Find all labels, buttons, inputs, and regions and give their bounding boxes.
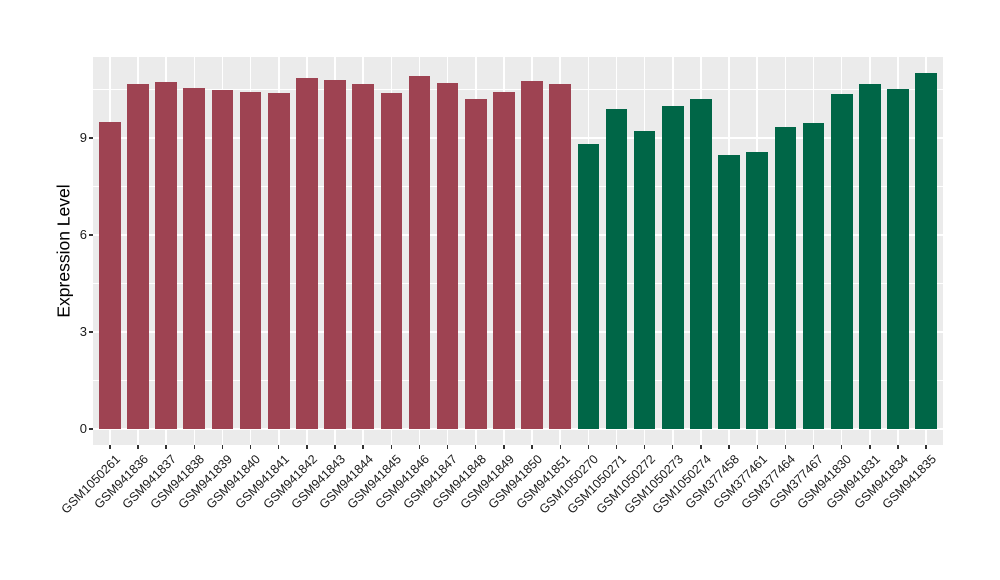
y-axis-title: Expression Level (53, 184, 74, 318)
x-tick-mark (643, 445, 646, 449)
x-tick-mark (672, 445, 674, 449)
gridline-minor (93, 282, 943, 284)
x-tick-mark (756, 445, 758, 449)
x-tick-mark (418, 445, 421, 449)
bar-GSM941835 (915, 73, 937, 429)
x-tick-mark (531, 445, 533, 449)
x-tick-mark (362, 445, 364, 449)
bar-GSM1050274 (690, 99, 712, 429)
bar-GSM1050271 (605, 108, 628, 429)
gridline-minor (93, 185, 943, 187)
bar-GSM1050261 (99, 121, 121, 429)
bar-GSM941830 (830, 94, 853, 429)
bar-GSM941846 (408, 76, 431, 429)
bar-GSM941834 (887, 89, 909, 429)
y-tick-label: 3 (79, 323, 87, 339)
x-tick-mark (559, 445, 561, 449)
x-tick-mark (221, 445, 224, 449)
bar-GSM941842 (296, 78, 318, 429)
bar-GSM941836 (127, 84, 149, 429)
x-tick-mark (784, 445, 787, 449)
bar-GSM941839 (211, 89, 234, 429)
x-tick-mark (475, 445, 477, 449)
y-tick-mark (89, 331, 93, 333)
x-tick-mark (193, 445, 195, 449)
x-tick-mark (925, 445, 927, 449)
x-tick-mark (587, 445, 590, 449)
bar-GSM377467 (802, 123, 825, 429)
bar-GSM941841 (267, 92, 290, 429)
x-tick-mark (728, 445, 730, 449)
y-tick-mark (89, 234, 93, 236)
bar-GSM377461 (746, 152, 769, 429)
x-tick-mark (137, 445, 139, 449)
bar-GSM941837 (155, 82, 177, 429)
bar-GSM941838 (183, 87, 206, 429)
x-tick-mark (700, 445, 702, 449)
y-tick-label: 9 (79, 129, 87, 145)
x-tick-mark (390, 445, 393, 449)
y-tick-label: 0 (79, 420, 87, 436)
gridline-major (93, 428, 943, 430)
bar-GSM941845 (380, 93, 403, 429)
x-tick-mark (278, 445, 280, 449)
gridline-major (93, 234, 943, 236)
bar-GSM1050270 (577, 144, 600, 429)
y-tick-mark (89, 428, 93, 430)
bar-GSM941849 (493, 91, 515, 429)
x-tick-mark (446, 445, 449, 449)
bar-GSM941840 (239, 91, 262, 429)
x-tick-mark (615, 445, 618, 449)
bar-GSM941848 (464, 99, 487, 429)
plot-panel (93, 57, 943, 445)
x-tick-mark (334, 445, 336, 449)
bar-GSM941847 (436, 82, 459, 429)
bar-GSM377464 (774, 127, 797, 429)
x-tick-mark (109, 445, 111, 449)
gridline-major (93, 331, 943, 333)
bar-GSM941851 (549, 84, 572, 429)
bar-GSM941831 (858, 84, 881, 429)
bar-GSM941850 (521, 81, 543, 429)
bar-GSM941844 (352, 83, 375, 429)
bar-GSM377458 (718, 154, 740, 429)
x-tick-mark (897, 445, 899, 449)
x-tick-mark (503, 445, 505, 449)
x-tick-mark (812, 445, 815, 449)
y-tick-label: 6 (79, 226, 87, 242)
gridline-major (93, 137, 943, 139)
bar-GSM941843 (324, 80, 346, 429)
bar-GSM1050273 (661, 105, 684, 429)
x-tick-mark (165, 445, 167, 449)
x-tick-mark (306, 445, 308, 449)
gridline-minor (93, 379, 943, 381)
y-tick-mark (89, 137, 93, 139)
x-tick-mark (869, 445, 871, 449)
gridline-minor (93, 88, 943, 90)
bar-GSM1050272 (633, 131, 656, 429)
x-tick-mark (249, 445, 252, 449)
x-tick-mark (840, 445, 843, 449)
